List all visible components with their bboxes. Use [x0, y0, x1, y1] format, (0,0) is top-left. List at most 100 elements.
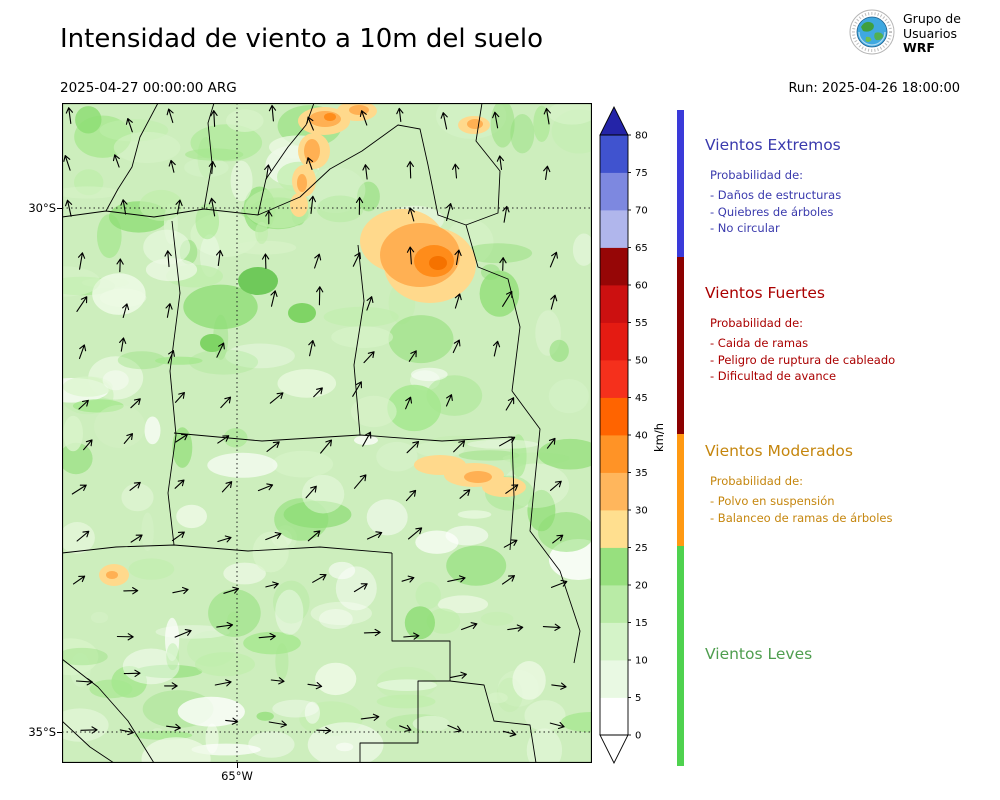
wind-arrow	[440, 112, 448, 130]
wind-speed-colorbar: 0 5 10 15 20 25 30 35 40 45 50 55 60 65 70 75 80	[599, 105, 648, 765]
wind-arrow	[306, 157, 314, 170]
legend-vientos-extremos: Vientos Extremos Probabilidad de: - Daño…	[705, 136, 990, 237]
axis-tick-mark	[57, 732, 62, 733]
wind-arrow	[166, 108, 174, 124]
colorbar-unit-label: km/h	[652, 422, 666, 452]
colorbar-segment	[600, 210, 628, 248]
category-title: Vientos Fuertes	[705, 284, 825, 302]
wind-arrow	[314, 253, 322, 269]
wind-arrow	[270, 290, 278, 307]
colorbar-segment	[600, 322, 628, 361]
wind-arrow	[265, 531, 282, 541]
wind-arrow	[406, 160, 414, 179]
wind-arrow	[407, 527, 423, 540]
wind-arrow	[445, 203, 454, 222]
wind-arrow	[503, 539, 518, 548]
probability-label: Probabilidad de:	[710, 168, 804, 182]
wind-arrow	[492, 111, 500, 129]
wind-arrow	[112, 154, 120, 168]
wind-arrow	[266, 441, 280, 452]
wind-arrow	[116, 258, 124, 273]
legend-vientos-moderados: Vientos Moderados Probabilidad de: - Pol…	[705, 442, 990, 526]
wind-arrow	[450, 671, 467, 679]
strip-vientos-fuertes	[677, 257, 684, 434]
wind-arrow	[454, 293, 462, 309]
wind-arrow	[76, 296, 88, 312]
probability-item: - Quiebres de árboles	[710, 204, 834, 219]
wind-arrow	[542, 623, 561, 631]
wind-arrow	[551, 682, 567, 690]
wind-arrow	[123, 669, 141, 677]
wrf-logo: Grupo de Usuarios WRF	[849, 9, 961, 56]
wind-arrow	[175, 199, 183, 215]
x-axis-label-65w: 65°W	[221, 769, 253, 783]
wind-arrow	[453, 440, 466, 453]
probability-label: Probabilidad de:	[710, 474, 804, 488]
wind-arrow	[265, 581, 279, 589]
colorbar-tick-label: 10	[635, 656, 648, 667]
wind-arrow	[355, 196, 364, 215]
wind-arrow	[125, 117, 133, 133]
wind-arrow	[362, 431, 372, 447]
wind-arrow	[312, 573, 327, 583]
wind-arrow	[549, 721, 565, 730]
wind-arrow	[550, 579, 568, 588]
legend-vientos-fuertes: Vientos Fuertes Probabilidad de: - Caida…	[705, 284, 990, 385]
colorbar-segment	[600, 660, 628, 698]
wind-arrow	[405, 489, 417, 502]
wind-arrow	[320, 439, 333, 454]
y-axis-label-30s: 30°S	[28, 201, 56, 215]
wind-arrow	[452, 163, 460, 179]
wind-arrow	[507, 624, 524, 632]
wind-arrow	[549, 251, 558, 268]
wind-arrow	[174, 479, 185, 489]
wind-arrow	[77, 252, 86, 270]
wind-arrow	[461, 622, 478, 631]
legend-vientos-leves: Vientos Leves	[705, 645, 990, 677]
axis-tick-mark	[57, 208, 62, 209]
colorbar-tick-label: 45	[635, 393, 648, 404]
colorbar-segment	[600, 285, 628, 323]
wind-arrow	[210, 110, 218, 127]
wind-arrow	[119, 727, 134, 736]
wind-arrow	[72, 575, 86, 585]
colorbar-tick-label: 0	[635, 731, 641, 742]
wind-arrow	[261, 253, 270, 269]
wind-arrow	[122, 303, 130, 319]
wind-arrow	[270, 677, 285, 685]
wind-arrow	[499, 436, 516, 447]
probability-item: - Daños de estructuras	[710, 188, 842, 202]
colorbar-tick-label: 80	[635, 131, 648, 142]
wind-arrow	[459, 489, 471, 499]
wind-arrow	[216, 342, 225, 358]
wind-arrow	[408, 350, 417, 362]
colorbar-over-arrow	[599, 105, 629, 136]
wind-arrow	[65, 107, 73, 124]
colorbar-segment	[600, 247, 628, 286]
wind-arrow	[552, 534, 564, 544]
wind-arrow	[543, 165, 551, 181]
wind-arrow	[171, 531, 185, 542]
wind-arrow	[403, 632, 420, 640]
colorbar-segment	[600, 397, 628, 436]
probability-item: - Balanceo de ramas de árboles	[710, 510, 893, 525]
run-datetime: Run: 2025-04-26 18:00:00	[788, 81, 960, 96]
wind-arrow	[496, 155, 505, 170]
strip-vientos-leves	[677, 546, 684, 766]
wind-arrow	[401, 575, 415, 583]
wind-arrow	[360, 713, 380, 721]
wind-arrow	[214, 679, 232, 687]
wind-arrow	[225, 717, 239, 725]
colorbar-tick-label: 20	[635, 581, 648, 592]
y-axis-label-35s: 35°S	[28, 725, 56, 739]
page-title: Intensidad de viento a 10m del suelo	[60, 24, 544, 54]
colorbar-segment	[600, 622, 628, 661]
wind-arrow	[175, 433, 188, 443]
wind-arrow	[123, 433, 134, 444]
wind-arrow	[217, 435, 230, 444]
colorbar-tick-label: 75	[635, 168, 648, 179]
colorbar-under-arrow	[599, 734, 629, 765]
province-borders	[62, 103, 581, 763]
map-frame	[62, 103, 592, 763]
